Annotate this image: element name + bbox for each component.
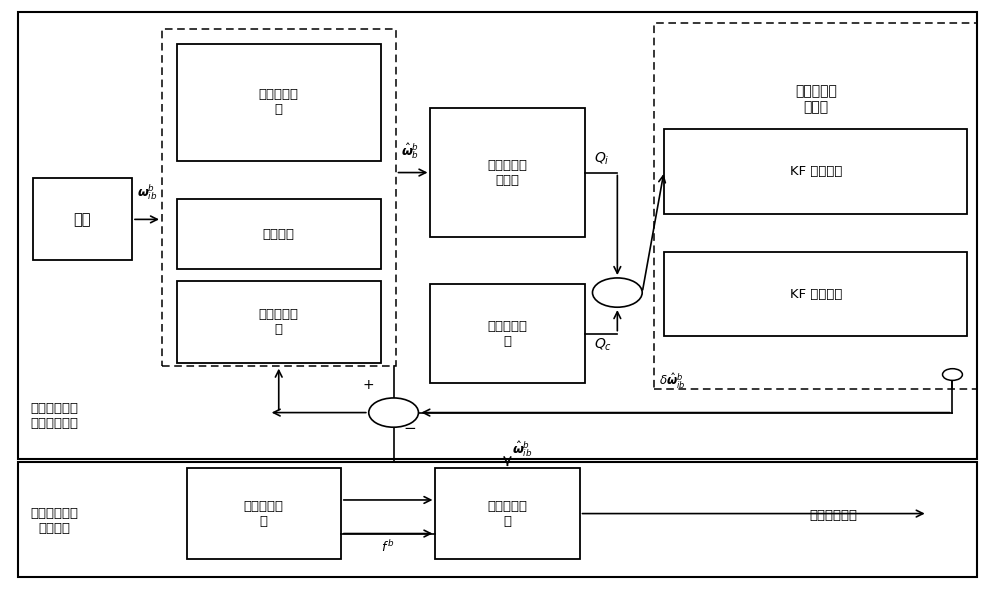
Text: $f^{\,b}$: $f^{\,b}$ (381, 540, 395, 556)
Bar (18, 462, 977, 576)
Text: 标度因数误
差: 标度因数误 差 (259, 308, 299, 336)
Text: $Q_i$: $Q_i$ (594, 150, 610, 167)
Bar (430, 108, 585, 237)
Bar (654, 23, 977, 389)
Text: 惯性系下姿
态解算: 惯性系下姿 态解算 (487, 158, 527, 187)
Bar (177, 44, 381, 161)
Bar (430, 284, 585, 384)
Bar (177, 281, 381, 363)
Text: 加速度计输
出: 加速度计输 出 (244, 499, 284, 528)
Text: 随机漂移误
差: 随机漂移误 差 (259, 88, 299, 116)
Bar (435, 468, 580, 559)
Bar (177, 199, 381, 269)
Bar (162, 29, 396, 366)
Circle shape (943, 369, 962, 381)
Bar (664, 129, 967, 213)
Text: 陀螺: 陀螺 (74, 212, 91, 227)
Text: KF 量测方程: KF 量测方程 (790, 164, 842, 177)
Bar (33, 178, 132, 261)
Text: +: + (362, 378, 374, 392)
Text: $Q_c$: $Q_c$ (594, 336, 613, 353)
Text: 惯性系下陀螺
误差标定模块: 惯性系下陀螺 误差标定模块 (31, 401, 79, 430)
Bar (18, 12, 977, 459)
Circle shape (369, 398, 418, 427)
Text: $\hat{\boldsymbol{\omega}}_{ib}^{b}$: $\hat{\boldsymbol{\omega}}_{ib}^{b}$ (512, 440, 533, 459)
Text: 安装误差: 安装误差 (263, 228, 295, 241)
Text: 地理系下惯导
解算模块: 地理系下惯导 解算模块 (31, 507, 79, 535)
Bar (664, 252, 967, 336)
Text: 天文姿态解
算: 天文姿态解 算 (487, 320, 527, 348)
Text: $\delta\hat{\boldsymbol{\omega}}_{ib}^{b}$: $\delta\hat{\boldsymbol{\omega}}_{ib}^{b… (659, 372, 686, 391)
Text: $\hat{\boldsymbol{\omega}}_{b}^{b}$: $\hat{\boldsymbol{\omega}}_{b}^{b}$ (401, 141, 419, 161)
Bar (187, 468, 341, 559)
Text: 导航结果输出: 导航结果输出 (809, 508, 857, 521)
Text: $\boldsymbol{\omega}_{ib}^{b}$: $\boldsymbol{\omega}_{ib}^{b}$ (137, 182, 158, 202)
Circle shape (592, 278, 642, 307)
Text: KF 状态方程: KF 状态方程 (790, 288, 842, 301)
Text: 惯性导航解
算: 惯性导航解 算 (487, 499, 527, 528)
Text: 惯性系下姿
态组合: 惯性系下姿 态组合 (795, 85, 837, 115)
Text: −: − (404, 421, 416, 436)
